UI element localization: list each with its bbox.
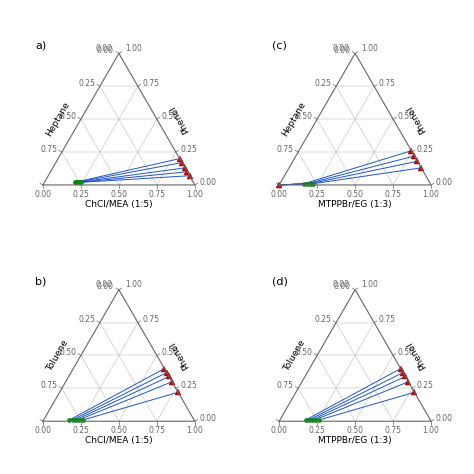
Text: 0.00: 0.00 [96,280,113,289]
Text: 0.50: 0.50 [110,190,128,199]
Text: 0.50: 0.50 [59,348,76,357]
Text: (d): (d) [272,277,287,287]
Text: 0.25: 0.25 [309,190,326,199]
Text: a): a) [35,40,46,50]
Text: 0.00: 0.00 [332,280,349,289]
Text: b): b) [35,277,46,287]
Text: 0.50: 0.50 [398,112,415,121]
Text: 0.75: 0.75 [379,79,396,88]
Text: 0.50: 0.50 [295,348,312,357]
Text: 1.00: 1.00 [186,426,203,435]
Text: 1.00: 1.00 [423,426,439,435]
Text: Phenol: Phenol [168,104,191,135]
Text: 0.75: 0.75 [148,190,165,199]
Text: 0.75: 0.75 [276,381,293,390]
Text: 0.75: 0.75 [40,145,57,154]
Text: 0.25: 0.25 [73,426,89,435]
Text: 0.00: 0.00 [200,178,217,187]
Text: 0.00: 0.00 [436,414,453,423]
Text: 0.50: 0.50 [110,426,128,435]
Text: 0.00: 0.00 [436,178,453,187]
Text: 0.75: 0.75 [276,145,293,154]
Text: ChCl/MEA (1:5): ChCl/MEA (1:5) [85,437,153,446]
Text: 0.00: 0.00 [97,46,114,55]
Text: 0.25: 0.25 [78,315,95,324]
Text: 0.00: 0.00 [97,283,114,292]
Text: 0.50: 0.50 [398,348,415,357]
Text: 0.75: 0.75 [148,426,165,435]
Text: Phenol: Phenol [168,340,191,371]
Text: 0.75: 0.75 [143,79,160,88]
Text: 0.75: 0.75 [379,315,396,324]
Text: 0.25: 0.25 [181,145,198,154]
Text: 0.50: 0.50 [295,112,312,121]
Text: 0.25: 0.25 [73,190,89,199]
Text: Heptane: Heptane [281,100,308,138]
Text: Phenol: Phenol [404,340,428,371]
Text: 0.25: 0.25 [417,381,434,390]
Text: 0.25: 0.25 [181,381,198,390]
Text: 1.00: 1.00 [361,280,378,289]
Text: 1.00: 1.00 [186,190,203,199]
Text: Phenol: Phenol [404,104,428,135]
Text: 0.00: 0.00 [271,426,288,435]
Text: 0.50: 0.50 [162,112,179,121]
Text: 0.75: 0.75 [40,381,57,390]
Text: 0.25: 0.25 [417,145,434,154]
Text: 0.25: 0.25 [309,426,326,435]
Text: 0.00: 0.00 [271,190,288,199]
Text: 0.00: 0.00 [35,426,51,435]
Text: MTPPBr/EG (1:3): MTPPBr/EG (1:3) [319,437,392,446]
Text: 1.00: 1.00 [361,44,378,53]
Text: 0.50: 0.50 [162,348,179,357]
Text: 0.25: 0.25 [314,79,331,88]
Text: 0.00: 0.00 [333,283,350,292]
Text: 0.25: 0.25 [78,79,95,88]
Text: Heptane: Heptane [45,100,72,138]
Text: 0.00: 0.00 [332,44,349,53]
Text: 1.00: 1.00 [125,44,142,53]
Text: Toluene: Toluene [282,338,307,373]
Text: MTPPBr/EG (1:3): MTPPBr/EG (1:3) [319,200,392,209]
Text: 1.00: 1.00 [423,190,439,199]
Text: 0.50: 0.50 [346,190,364,199]
Text: 0.75: 0.75 [384,426,401,435]
Text: Toluene: Toluene [46,338,71,373]
Text: (c): (c) [272,40,286,50]
Text: 0.25: 0.25 [314,315,331,324]
Text: 0.75: 0.75 [143,315,160,324]
Text: 1.00: 1.00 [125,280,142,289]
Text: 0.00: 0.00 [96,44,113,53]
Text: 0.75: 0.75 [384,190,401,199]
Text: ChCl/MEA (1:5): ChCl/MEA (1:5) [85,200,153,209]
Text: 0.00: 0.00 [333,46,350,55]
Text: 0.50: 0.50 [346,426,364,435]
Text: 0.00: 0.00 [200,414,217,423]
Text: 0.00: 0.00 [35,190,51,199]
Text: 0.50: 0.50 [59,112,76,121]
